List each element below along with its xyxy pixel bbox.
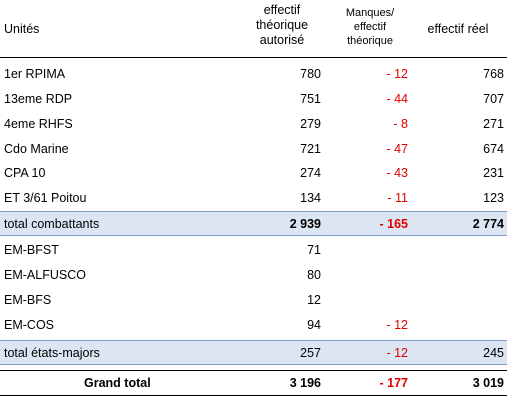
table-row: EM-ALFUSCO 80 (0, 262, 507, 287)
cell-authorized: 2 939 (289, 216, 321, 231)
cell-actual: 231 (483, 165, 504, 180)
cell-unit: total états-majors (4, 345, 100, 360)
table-row: CPA 10 274 - 43 231 (0, 160, 507, 185)
cell-unit: EM-COS (4, 317, 54, 332)
header-unit: Unités (4, 22, 40, 36)
cell-authorized: 721 (300, 141, 321, 156)
table-row: 13eme RDP 751 - 44 707 (0, 86, 507, 111)
cell-authorized: 12 (307, 292, 321, 307)
cell-unit: CPA 10 (4, 165, 46, 180)
cell-shortfall: - 8 (393, 116, 408, 131)
table-row: EM-BFST 71 (0, 237, 507, 262)
cell-shortfall: - 43 (386, 165, 408, 180)
table-row: EM-COS 94 - 12 (0, 312, 507, 337)
cell-shortfall: - 11 (387, 190, 408, 205)
cell-unit: 4eme RHFS (4, 116, 73, 131)
cell-actual: 245 (483, 345, 504, 360)
table-row: 4eme RHFS 279 - 8 271 (0, 111, 507, 136)
table-row: 1er RPIMA 780 - 12 768 (0, 61, 507, 86)
cell-shortfall: - 47 (386, 141, 408, 156)
cell-shortfall: - 165 (379, 216, 409, 231)
cell-unit: EM-BFS (4, 292, 52, 307)
cell-actual: 707 (483, 91, 504, 106)
cell-authorized: 134 (300, 190, 321, 205)
cell-unit: EM-BFST (4, 242, 59, 257)
header-shortfall: Manques/ effectif théorique (345, 7, 395, 47)
table-row: Cdo Marine 721 - 47 674 (0, 136, 507, 161)
header-row: Unités effectif théorique autorisé Manqu… (0, 0, 507, 58)
table-row: ET 3/61 Poitou 134 - 11 123 (0, 185, 507, 210)
cell-authorized: 94 (307, 317, 321, 332)
cell-authorized: 751 (300, 91, 321, 106)
cell-authorized: 257 (300, 345, 321, 360)
cell-shortfall: - 12 (386, 317, 408, 332)
cell-actual: 271 (483, 116, 504, 131)
cell-unit: ET 3/61 Poitou (4, 190, 87, 205)
cell-authorized: 780 (300, 66, 321, 81)
cell-unit: 1er RPIMA (4, 66, 66, 81)
cell-actual: 123 (483, 190, 504, 205)
cell-shortfall: - 177 (379, 376, 409, 390)
table-row: EM-BFS 12 (0, 287, 507, 312)
cell-unit: Cdo Marine (4, 141, 69, 156)
cell-shortfall: - 44 (386, 91, 408, 106)
cell-unit: 13eme RDP (4, 91, 73, 106)
total-staff-row: total états-majors 257 - 12 245 (0, 340, 507, 365)
cell-authorized: 274 (300, 165, 321, 180)
cell-actual: 768 (483, 66, 504, 81)
cell-shortfall: - 12 (386, 66, 408, 81)
cell-unit: Grand total (84, 376, 151, 390)
cell-unit: EM-ALFUSCO (4, 267, 86, 282)
grand-total-row: Grand total 3 196 - 177 3 019 (0, 370, 507, 396)
header-authorized: effectif théorique autorisé (255, 3, 309, 47)
cell-authorized: 3 196 (289, 376, 321, 390)
cell-shortfall: - 12 (386, 345, 408, 360)
cell-authorized: 279 (300, 116, 321, 131)
cell-actual: 674 (483, 141, 504, 156)
header-actual: effectif réel (427, 22, 489, 36)
cell-unit: total combattants (4, 216, 100, 231)
cell-authorized: 71 (307, 242, 321, 257)
total-combat-row: total combattants 2 939 - 165 2 774 (0, 211, 507, 236)
cell-authorized: 80 (307, 267, 321, 282)
cell-actual: 2 774 (472, 216, 504, 231)
cell-actual: 3 019 (472, 376, 504, 390)
